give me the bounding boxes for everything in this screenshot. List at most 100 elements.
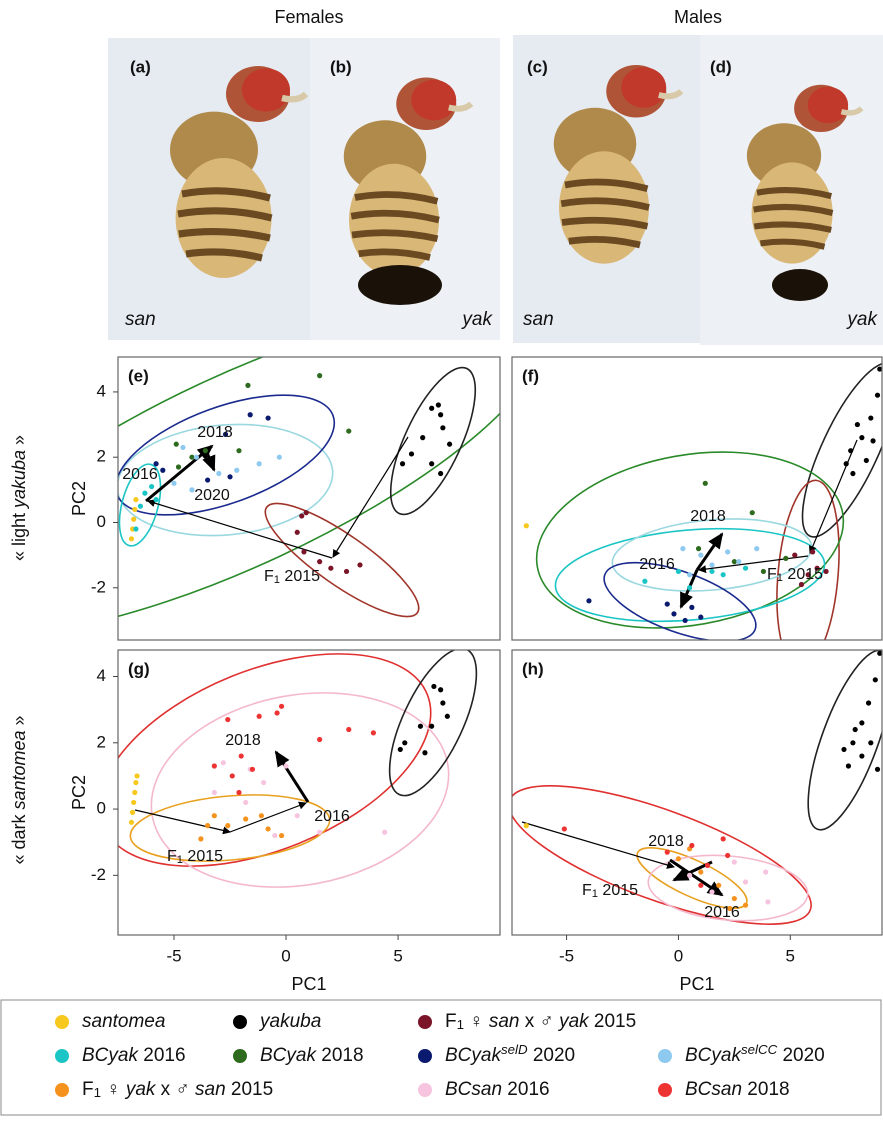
point [221,760,226,765]
point [810,549,815,554]
point [765,899,770,904]
legend-swatch [418,1015,432,1029]
text-run: x ♂ [519,1011,559,1032]
point [696,546,701,551]
point [709,569,714,574]
text-run: BCyak [445,1045,502,1066]
text-run: santomea [82,1011,165,1032]
point [440,700,445,705]
point [705,863,710,868]
point [721,572,726,577]
text-run: 2016 [314,808,350,825]
point [301,549,306,554]
point [864,458,869,463]
point [689,605,694,610]
point [870,438,875,443]
point [149,484,154,489]
text-run: yak [557,1011,590,1032]
text-run: F [445,1011,457,1032]
text-run: 2016 [704,904,740,921]
point [129,820,134,825]
legend-label: santomea [82,1011,165,1032]
point [142,491,147,496]
point [665,850,670,855]
y-tick-label: 4 [97,666,106,685]
point [859,720,864,725]
photo-label: (c) [527,57,548,76]
point [400,461,405,466]
point [203,448,208,453]
legend-label: F1 ♀ yak x ♂ san 2015 [82,1079,273,1100]
point [853,727,858,732]
point [447,442,452,447]
point [859,435,864,440]
point [272,833,277,838]
annotation: 2018 [197,424,233,441]
point [371,730,376,735]
point [562,826,567,831]
point [153,497,158,502]
point [680,546,685,551]
point [687,572,692,577]
point [875,767,880,772]
figure: Females Males (a) (b) (c) (d) san yak sa… [0,0,883,1145]
point [743,903,748,908]
point [261,780,266,785]
point [676,856,681,861]
point [524,523,529,528]
legend-swatch [658,1083,672,1097]
photo-label: (b) [330,57,352,76]
annotation: 2016 [314,808,350,825]
text-run: 2018 [690,508,726,525]
point [418,724,423,729]
point [671,611,676,616]
point [732,859,737,864]
point [198,836,203,841]
point [725,549,730,554]
legend-label: BCyak 2016 [82,1045,186,1066]
point [239,753,244,758]
point [189,455,194,460]
point [848,448,853,453]
point [194,455,199,460]
text-run: BCyak [82,1045,139,1066]
x-tick-label: 5 [393,946,402,965]
text-run: « dark [9,810,29,865]
y-tick-label: 2 [97,732,106,751]
point [846,763,851,768]
point [783,556,788,561]
point [761,569,766,574]
point [875,393,880,398]
point [431,684,436,689]
point [160,468,165,473]
point [732,559,737,564]
text-run: 2016 [639,556,675,573]
point [132,790,137,795]
legend-swatch [55,1083,69,1097]
row-label: « dark santomea » [9,715,29,864]
point [225,823,230,828]
point [873,677,878,682]
point [698,553,703,558]
point [132,507,137,512]
text-run: selD [501,1042,528,1057]
y-tick-label: 0 [97,512,106,531]
y-tick-label: 2 [97,447,106,466]
point [243,816,248,821]
annotation: 2018 [690,508,726,525]
text-run: 2018 [742,1079,790,1100]
point [850,740,855,745]
text-run: « light [9,508,29,561]
point [295,813,300,818]
point [709,562,714,567]
point [676,569,681,574]
text-run: BCyak [260,1045,317,1066]
point [212,790,217,795]
point [205,823,210,828]
species-label: san [523,309,554,330]
point [176,464,181,469]
point [129,536,134,541]
point [134,773,139,778]
point [642,579,647,584]
point [763,869,768,874]
